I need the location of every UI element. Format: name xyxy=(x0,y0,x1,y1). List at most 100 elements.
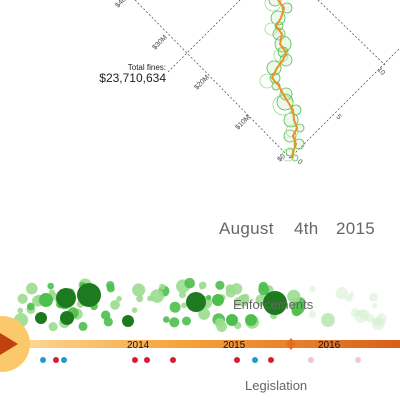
enforcement-bubble xyxy=(216,321,228,332)
fines-bubble xyxy=(276,93,294,111)
fines-tick-0: $0 xyxy=(276,153,287,164)
enforcement-bubble xyxy=(226,314,238,326)
legislation-dot xyxy=(61,357,67,363)
enforcement-bubble xyxy=(116,296,122,302)
legislation-dots xyxy=(40,357,361,363)
timeline-track[interactable] xyxy=(0,340,400,348)
legislation-dot xyxy=(234,357,240,363)
enforcement-bubble xyxy=(132,283,146,297)
enforcements-label: Enforcements xyxy=(233,297,314,312)
fines-bubble xyxy=(293,138,305,150)
enforcement-bubble xyxy=(182,316,191,326)
enforcement-bubble xyxy=(368,292,378,302)
enforcement-bubble xyxy=(184,277,195,289)
enforcement-bubble xyxy=(181,302,187,309)
enforcement-bubble xyxy=(372,302,378,309)
cumulative-fines-trend-line xyxy=(271,0,298,159)
fines-bubble xyxy=(264,22,278,36)
date-day: 4th xyxy=(294,219,319,238)
enforcement-bubble xyxy=(263,291,287,315)
enforcement-bubble xyxy=(122,315,134,327)
enforcement-bubble xyxy=(321,313,335,327)
enforcement-bubble xyxy=(169,301,181,313)
enforcement-bubble xyxy=(198,307,211,320)
count-tick-0: 0 xyxy=(296,158,304,166)
diamond-marker-icon[interactable] xyxy=(286,338,296,350)
legislation-dot xyxy=(268,357,274,363)
fines-bubble xyxy=(281,148,295,162)
fines-bubble xyxy=(285,124,299,138)
legislation-dot xyxy=(132,357,138,363)
timeline[interactable]: 2014 2015 2016 xyxy=(0,338,400,351)
fines-tick-40m: $40M xyxy=(114,0,131,9)
enforcement-bubble xyxy=(234,300,241,307)
play-triangle-icon xyxy=(0,333,18,355)
enforcement-bubble xyxy=(48,322,58,332)
fines-tick-20m: $20M xyxy=(193,74,210,91)
date-month: August xyxy=(219,219,274,238)
legislation-dot xyxy=(53,357,59,363)
legislation-label: Legislation xyxy=(245,378,307,393)
enforcement-bubble xyxy=(376,313,387,325)
enforcement-bubble xyxy=(241,293,250,302)
enforcement-bubble xyxy=(225,287,236,298)
count-tick-10: 10 xyxy=(376,66,387,77)
enforcement-bubble xyxy=(258,284,270,296)
date-year: 2015 xyxy=(336,219,375,238)
fines-chart: $0 $10M $20M $30M $40M 0 5 10 Total fine… xyxy=(99,0,400,166)
current-date-readout: August 4th 2015 xyxy=(219,219,375,238)
enforcement-bubble xyxy=(78,321,88,331)
enforcement-bubble xyxy=(335,286,348,300)
enforcement-bubble xyxy=(101,310,111,320)
play-button[interactable] xyxy=(0,316,30,372)
total-fines-value: $23,710,634 xyxy=(99,71,166,85)
enforcement-bubble xyxy=(354,309,368,323)
enforcement-bubble xyxy=(212,294,224,306)
enforcement-bubble xyxy=(26,282,38,295)
legislation-dot xyxy=(308,357,314,363)
fines-axis-line xyxy=(134,0,291,159)
fines-tick-10m: $10M xyxy=(234,114,251,131)
year-label-2016: 2016 xyxy=(318,340,341,351)
enforcement-bubble xyxy=(47,282,54,290)
year-label-2014: 2014 xyxy=(127,340,150,351)
total-fines-label: Total fines: xyxy=(128,63,166,72)
enforcement-bubble xyxy=(245,314,257,326)
enforcement-bubble xyxy=(186,292,206,312)
enforcement-bubble xyxy=(163,316,170,323)
enforcement-bubble xyxy=(60,311,74,325)
enforcement-bubble xyxy=(159,283,166,290)
fines-bubble xyxy=(281,2,293,14)
enforcement-bubble xyxy=(206,294,212,301)
count-tick-5: 5 xyxy=(335,113,343,121)
enforcement-bubble xyxy=(372,318,379,325)
enforcement-bubbles xyxy=(14,277,387,332)
legislation-dot xyxy=(355,357,361,363)
enforcement-bubble xyxy=(56,288,76,308)
enforcement-bubble xyxy=(308,310,317,318)
enforcement-bubble xyxy=(17,307,24,314)
enforcement-bubble xyxy=(136,295,144,303)
fines-bubble-cluster xyxy=(259,0,305,162)
enforcement-bubble xyxy=(110,300,120,310)
legislation-dot xyxy=(252,357,258,363)
enforcement-bubble xyxy=(215,280,225,290)
enforcement-bubble xyxy=(199,284,205,290)
enforcement-bubble xyxy=(169,317,180,328)
enforcement-bubble xyxy=(309,285,316,293)
enforcement-bubble xyxy=(106,284,115,293)
legislation-dot xyxy=(144,357,150,363)
fines-tick-30m: $30M xyxy=(151,34,168,51)
left-guide-line xyxy=(167,0,241,73)
enforcement-bubble xyxy=(77,283,101,307)
enforcement-bubble xyxy=(17,293,28,304)
enforcement-bubble xyxy=(131,307,138,313)
year-label-2015: 2015 xyxy=(223,340,246,351)
legislation-dot xyxy=(40,357,46,363)
enforcement-bubble xyxy=(39,293,53,307)
enforcement-bubble xyxy=(26,302,35,311)
legislation-dot xyxy=(170,357,176,363)
enforcement-bubble xyxy=(35,312,47,324)
enforcement-bubble xyxy=(291,301,305,315)
